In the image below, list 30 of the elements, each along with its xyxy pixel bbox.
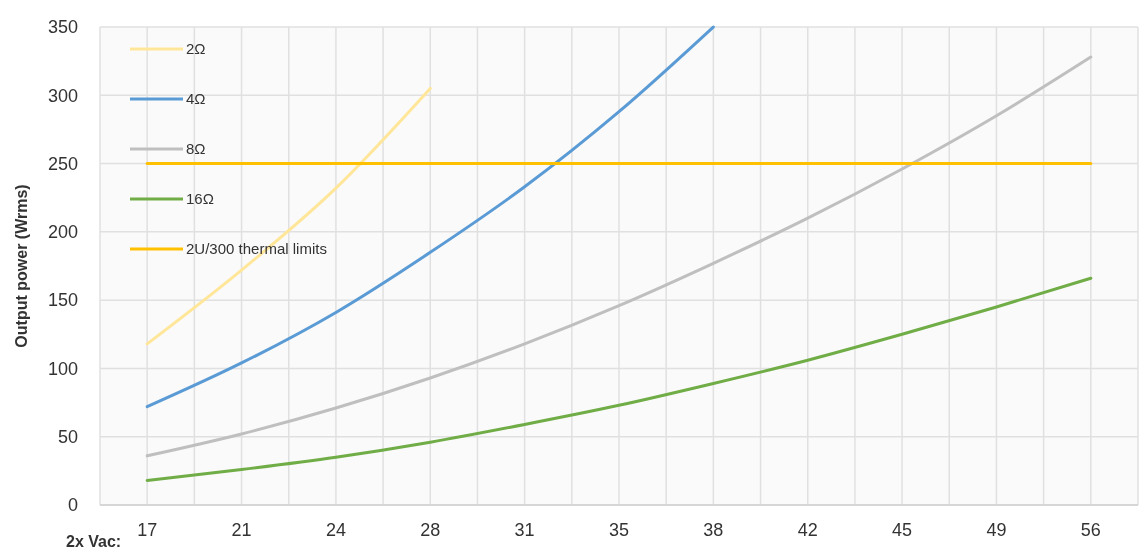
y-tick-label: 200 <box>47 222 78 243</box>
x-tick-label: 28 <box>420 520 441 540</box>
x-tick-label: 42 <box>797 520 818 540</box>
y-tick-label: 0 <box>67 495 78 516</box>
line-series <box>145 276 1093 482</box>
legend-label: 16Ω <box>186 190 214 208</box>
x-tick-label: 17 <box>137 520 158 540</box>
x-tick-label: 45 <box>892 520 913 540</box>
legend-label: 4Ω <box>186 90 206 108</box>
x-axis-title: 2x Vac: <box>66 533 122 550</box>
line-series <box>145 86 432 346</box>
x-tick-label: 38 <box>703 520 724 540</box>
y-tick-label: 100 <box>47 358 78 379</box>
legend-label: 8Ω <box>186 140 206 158</box>
x-tick-label: 21 <box>231 520 252 540</box>
x-tick-label: 35 <box>608 520 630 540</box>
y-tick-label: 350 <box>47 17 78 38</box>
x-tick-label: 49 <box>986 520 1007 540</box>
legend-label: 2U/300 thermal limits <box>186 240 327 258</box>
x-tick-label: 56 <box>1080 520 1101 540</box>
legend-label: 2Ω <box>186 40 206 58</box>
x-tick-label: 24 <box>325 520 346 540</box>
y-tick-label: 50 <box>57 427 78 448</box>
line-series <box>145 25 715 409</box>
y-tick-label: 150 <box>47 290 78 311</box>
y-axis-title: Output power (Wrms) <box>13 184 30 348</box>
x-tick-label: 31 <box>514 520 535 540</box>
line-series <box>145 55 1093 458</box>
y-tick-label: 250 <box>47 153 78 174</box>
y-tick-label: 300 <box>47 85 78 106</box>
